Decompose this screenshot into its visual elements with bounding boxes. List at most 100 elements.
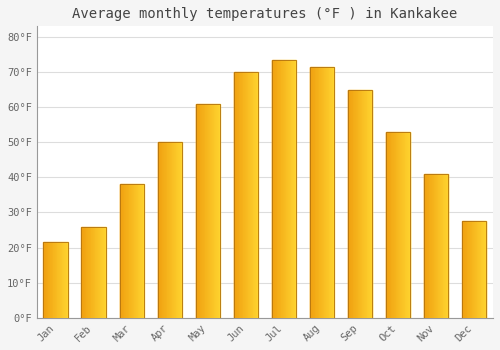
Bar bbox=[438, 174, 440, 318]
Bar bbox=[59, 242, 60, 318]
Bar bbox=[424, 174, 448, 318]
Bar bbox=[245, 72, 246, 318]
Bar bbox=[312, 67, 313, 318]
Bar bbox=[396, 132, 397, 318]
Bar bbox=[444, 174, 445, 318]
Bar bbox=[135, 184, 136, 318]
Bar bbox=[56, 242, 58, 318]
Bar bbox=[138, 184, 140, 318]
Bar bbox=[51, 242, 52, 318]
Bar bbox=[326, 67, 327, 318]
Bar bbox=[132, 184, 134, 318]
Bar bbox=[473, 221, 474, 318]
Bar bbox=[166, 142, 168, 318]
Bar bbox=[175, 142, 176, 318]
Bar bbox=[290, 60, 292, 318]
Bar bbox=[207, 104, 208, 318]
Bar bbox=[47, 242, 48, 318]
Bar bbox=[142, 184, 144, 318]
Bar bbox=[98, 226, 99, 318]
Bar bbox=[474, 221, 475, 318]
Bar bbox=[46, 242, 47, 318]
Bar bbox=[328, 67, 330, 318]
Bar bbox=[286, 60, 287, 318]
Bar bbox=[332, 67, 334, 318]
Bar bbox=[428, 174, 430, 318]
Bar bbox=[254, 72, 255, 318]
Bar bbox=[50, 242, 51, 318]
Bar bbox=[216, 104, 217, 318]
Bar bbox=[462, 221, 464, 318]
Bar bbox=[58, 242, 59, 318]
Bar bbox=[437, 174, 438, 318]
Bar bbox=[292, 60, 293, 318]
Bar bbox=[85, 226, 86, 318]
Bar bbox=[352, 90, 354, 318]
Bar bbox=[480, 221, 482, 318]
Bar bbox=[251, 72, 252, 318]
Bar bbox=[408, 132, 410, 318]
Bar bbox=[203, 104, 204, 318]
Bar bbox=[360, 90, 361, 318]
Bar bbox=[471, 221, 472, 318]
Bar bbox=[100, 226, 102, 318]
Bar bbox=[202, 104, 203, 318]
Bar bbox=[399, 132, 400, 318]
Bar bbox=[362, 90, 364, 318]
Bar bbox=[172, 142, 173, 318]
Bar bbox=[470, 221, 471, 318]
Bar bbox=[462, 221, 486, 318]
Bar bbox=[140, 184, 141, 318]
Bar bbox=[364, 90, 365, 318]
Bar bbox=[272, 60, 296, 318]
Bar bbox=[484, 221, 485, 318]
Bar bbox=[82, 226, 106, 318]
Bar bbox=[165, 142, 166, 318]
Bar bbox=[472, 221, 473, 318]
Bar bbox=[63, 242, 64, 318]
Bar bbox=[45, 242, 46, 318]
Bar bbox=[355, 90, 356, 318]
Bar bbox=[280, 60, 281, 318]
Bar bbox=[427, 174, 428, 318]
Bar bbox=[120, 184, 144, 318]
Bar bbox=[350, 90, 351, 318]
Bar bbox=[313, 67, 314, 318]
Bar bbox=[469, 221, 470, 318]
Bar bbox=[170, 142, 172, 318]
Bar bbox=[274, 60, 275, 318]
Bar bbox=[351, 90, 352, 318]
Bar bbox=[404, 132, 406, 318]
Bar bbox=[475, 221, 476, 318]
Bar bbox=[445, 174, 446, 318]
Bar bbox=[468, 221, 469, 318]
Bar bbox=[87, 226, 88, 318]
Bar bbox=[370, 90, 372, 318]
Bar bbox=[465, 221, 466, 318]
Bar bbox=[389, 132, 390, 318]
Bar bbox=[485, 221, 486, 318]
Bar bbox=[288, 60, 289, 318]
Bar bbox=[179, 142, 180, 318]
Bar bbox=[176, 142, 178, 318]
Bar bbox=[369, 90, 370, 318]
Bar bbox=[398, 132, 399, 318]
Bar bbox=[323, 67, 324, 318]
Bar bbox=[64, 242, 65, 318]
Bar bbox=[317, 67, 318, 318]
Bar bbox=[96, 226, 97, 318]
Bar bbox=[52, 242, 54, 318]
Bar bbox=[124, 184, 126, 318]
Bar bbox=[196, 104, 220, 318]
Bar bbox=[61, 242, 62, 318]
Bar bbox=[84, 226, 85, 318]
Bar bbox=[213, 104, 214, 318]
Bar bbox=[196, 104, 197, 318]
Bar bbox=[400, 132, 402, 318]
Bar bbox=[127, 184, 128, 318]
Bar bbox=[250, 72, 251, 318]
Bar bbox=[62, 242, 63, 318]
Bar bbox=[430, 174, 431, 318]
Bar bbox=[331, 67, 332, 318]
Bar bbox=[275, 60, 276, 318]
